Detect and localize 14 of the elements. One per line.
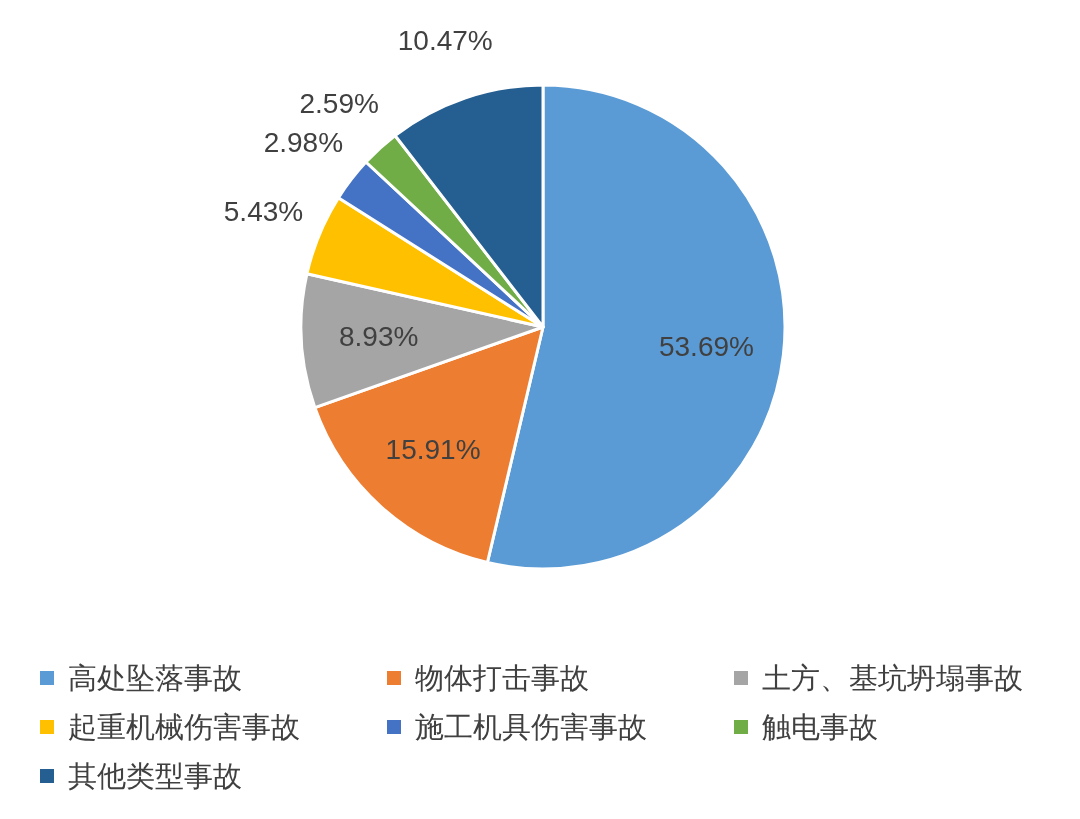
legend-label: 触电事故 [762, 711, 878, 743]
legend-label: 施工机具伤害事故 [415, 711, 647, 743]
data-label: 10.47% [397, 25, 493, 57]
legend-label: 其他类型事故 [68, 760, 242, 792]
legend-label: 高处坠落事故 [68, 662, 242, 694]
data-label: 15.91% [385, 433, 481, 465]
legend-label: 物体打击事故 [415, 662, 589, 694]
data-label: 2.59% [299, 87, 379, 119]
data-label: 53.69% [658, 330, 754, 362]
data-label: 8.93% [339, 321, 419, 353]
legend-label: 起重机械伤害事故 [68, 711, 300, 743]
legend-label: 土方、基坑坍塌事故 [762, 662, 1023, 694]
data-label: 2.98% [263, 126, 344, 158]
data-label: 5.43% [223, 195, 304, 227]
